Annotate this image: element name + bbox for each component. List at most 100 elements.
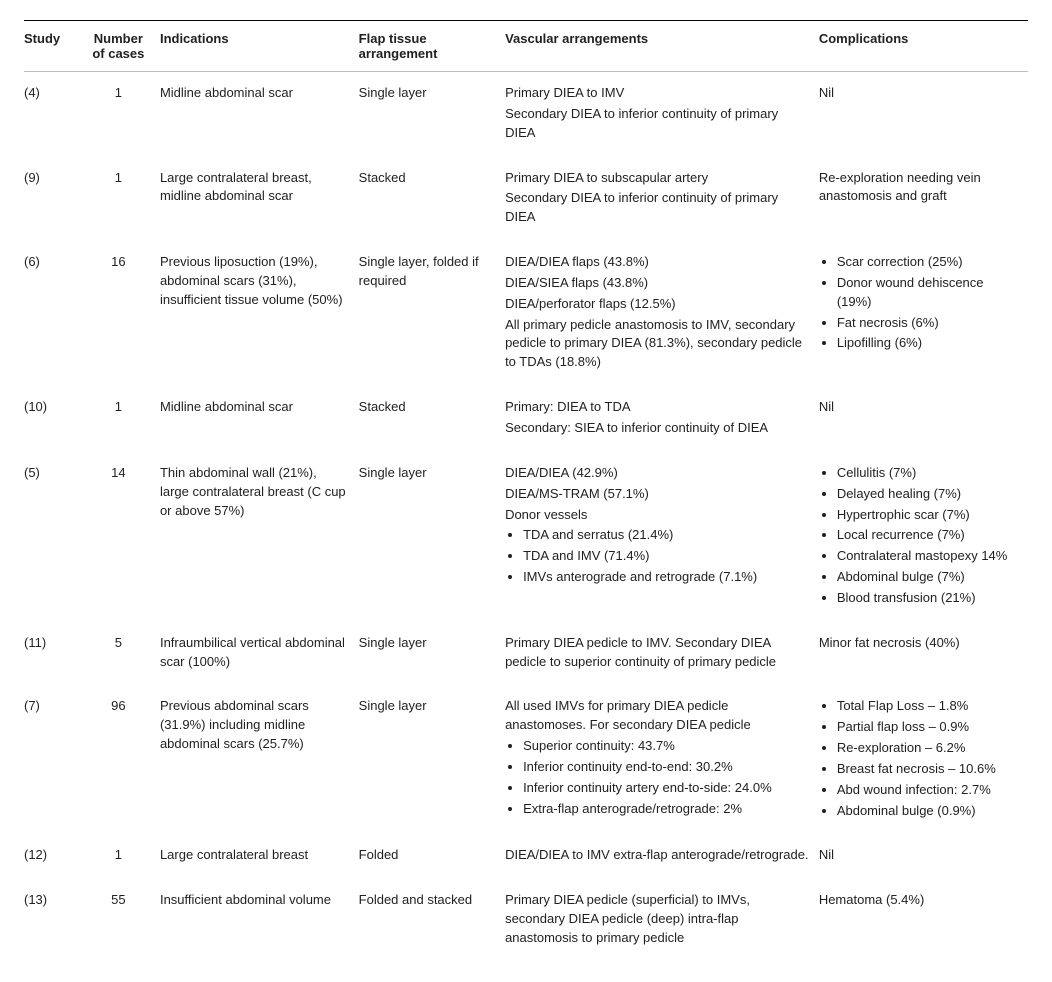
text-line: Previous abdominal scars (31.9%) includi… [160,697,349,754]
bullet-item: IMVs anterograde and retrograde (7.1%) [523,568,809,587]
cell-flap: Stacked [359,157,505,242]
cell-n: 1 [87,834,160,879]
bullet-item: Inferior continuity artery end-to-side: … [523,779,809,798]
cell-study: (6) [24,241,87,386]
text-line: All used IMVs for primary DIEA pedicle a… [505,697,809,735]
text-line: Large contralateral breast [160,846,349,865]
bullet-item: Inferior continuity end-to-end: 30.2% [523,758,809,777]
cell-flap: Single layer [359,72,505,157]
cell-study: (7) [24,685,87,834]
text-line: All primary pedicle anastomosis to IMV, … [505,316,809,373]
text-line: Minor fat necrosis (40%) [819,634,1018,653]
bullet-item: Re-exploration – 6.2% [837,739,1018,758]
header-study: Study [24,21,87,72]
cell-text: Hematoma (5.4%) [819,879,1028,962]
cell-mixed: All used IMVs for primary DIEA pedicle a… [505,685,819,834]
text-line: DIEA/DIEA flaps (43.8%) [505,253,809,272]
cell-text: Primary DIEA to IMV Secondary DIEA to inf… [505,72,819,157]
header-indications: Indications [160,21,359,72]
table-row: (5)14Thin abdominal wall (21%), large co… [24,452,1028,622]
cell-study: (5) [24,452,87,622]
text-line: DIEA/DIEA to IMV extra-flap anterograde/… [505,846,809,865]
table-row: (7)96Previous abdominal scars (31.9%) in… [24,685,1028,834]
text-line: Primary DIEA pedicle (superficial) to IM… [505,891,809,948]
text-line: Secondary DIEA to inferior continuity of… [505,105,809,143]
bullet-item: Donor wound dehiscence (19%) [837,274,1018,312]
bullet-item: Blood transfusion (21%) [837,589,1018,608]
bullet-item: Local recurrence (7%) [837,526,1018,545]
header-row: Study Number of cases Indications Flap t… [24,21,1028,72]
bullet-item: Fat necrosis (6%) [837,314,1018,333]
text-line: Secondary: SIEA to inferior continuity o… [505,419,809,438]
text-line: Nil [819,84,1018,103]
cell-text: Midline abdominal scar [160,386,359,452]
bullet-list: Superior continuity: 43.7%Inferior conti… [505,737,809,818]
cell-mixed: Total Flap Loss – 1.8%Partial flap loss … [819,685,1028,834]
header-vascular: Vascular arrangements [505,21,819,72]
cell-mixed: DIEA/DIEA (42.9%)DIEA/MS-TRAM (57.1%)Don… [505,452,819,622]
bullet-item: Hypertrophic scar (7%) [837,506,1018,525]
text-line: Re-exploration needing vein anastomosis … [819,169,1018,207]
cell-text: DIEA/DIEA to IMV extra-flap anterograde/… [505,834,819,879]
text-line: Infraumbilical vertical abdominal scar (… [160,634,349,672]
text-line: Thin abdominal wall (21%), large contral… [160,464,349,521]
bullet-item: Delayed healing (7%) [837,485,1018,504]
table-row: (12)1Large contralateral breastFoldedDIE… [24,834,1028,879]
text-line: Donor vessels [505,506,809,525]
cell-text: Thin abdominal wall (21%), large contral… [160,452,359,622]
cell-flap: Single layer [359,452,505,622]
cell-n: 5 [87,622,160,686]
cell-text: Insufficient abdominal volume [160,879,359,962]
studies-table: Study Number of cases Indications Flap t… [24,20,1028,962]
header-complications: Complications [819,21,1028,72]
bullet-item: Cellulitis (7%) [837,464,1018,483]
cell-n: 55 [87,879,160,962]
cell-study: (11) [24,622,87,686]
bullet-item: TDA and serratus (21.4%) [523,526,809,545]
cell-text: Primary: DIEA to TDASecondary: SIEA to i… [505,386,819,452]
bullet-item: Abdominal bulge (0.9%) [837,802,1018,821]
text-line: DIEA/SIEA flaps (43.8%) [505,274,809,293]
table-row: (11)5Infraumbilical vertical abdominal s… [24,622,1028,686]
text-line: Midline abdominal scar [160,398,349,417]
cell-text: Nil [819,834,1028,879]
text-line: Hematoma (5.4%) [819,891,1018,910]
header-n: Number of cases [87,21,160,72]
cell-text: Nil [819,386,1028,452]
cell-n: 14 [87,452,160,622]
bullet-item: Abd wound infection: 2.7% [837,781,1018,800]
cell-flap: Single layer [359,622,505,686]
cell-study: (12) [24,834,87,879]
cell-flap: Single layer [359,685,505,834]
cell-text: Large contralateral breast [160,834,359,879]
bullet-item: Scar correction (25%) [837,253,1018,272]
table-row: (10)1Midline abdominal scarStackedPrimar… [24,386,1028,452]
text-line: Primary DIEA to subscapular artery [505,169,809,188]
bullet-list: Total Flap Loss – 1.8%Partial flap loss … [819,697,1018,820]
cell-n: 16 [87,241,160,386]
bullet-list: TDA and serratus (21.4%) TDA and IMV (71.… [505,526,809,587]
text-line: Insufficient abdominal volume [160,891,349,910]
text-line: Primary DIEA to IMV [505,84,809,103]
table-row: (6)16Previous liposuction (19%), abdomin… [24,241,1028,386]
bullet-item: TDA and IMV (71.4%) [523,547,809,566]
bullet-item: Breast fat necrosis – 10.6% [837,760,1018,779]
bullet-item: Total Flap Loss – 1.8% [837,697,1018,716]
cell-text: Re-exploration needing vein anastomosis … [819,157,1028,242]
header-flap: Flap tissue arrangement [359,21,505,72]
cell-text: Primary DIEA pedicle to IMV. Secondary D… [505,622,819,686]
bullet-item: Contralateral mastopexy 14% [837,547,1018,566]
cell-mixed: Scar correction (25%) Donor wound dehisce… [819,241,1028,386]
cell-text: Infraumbilical vertical abdominal scar (… [160,622,359,686]
bullet-item: Abdominal bulge (7%) [837,568,1018,587]
cell-text: Previous abdominal scars (31.9%) includi… [160,685,359,834]
cell-text: Primary DIEA to subscapular arterySecond… [505,157,819,242]
cell-flap: Folded and stacked [359,879,505,962]
cell-study: (10) [24,386,87,452]
text-line: Nil [819,846,1018,865]
text-line: DIEA/perforator flaps (12.5%) [505,295,809,314]
text-line: Midline abdominal scar [160,84,349,103]
text-line: Primary DIEA pedicle to IMV. Secondary D… [505,634,809,672]
text-line: DIEA/MS-TRAM (57.1%) [505,485,809,504]
text-line: Previous liposuction (19%), abdominal sc… [160,253,349,310]
